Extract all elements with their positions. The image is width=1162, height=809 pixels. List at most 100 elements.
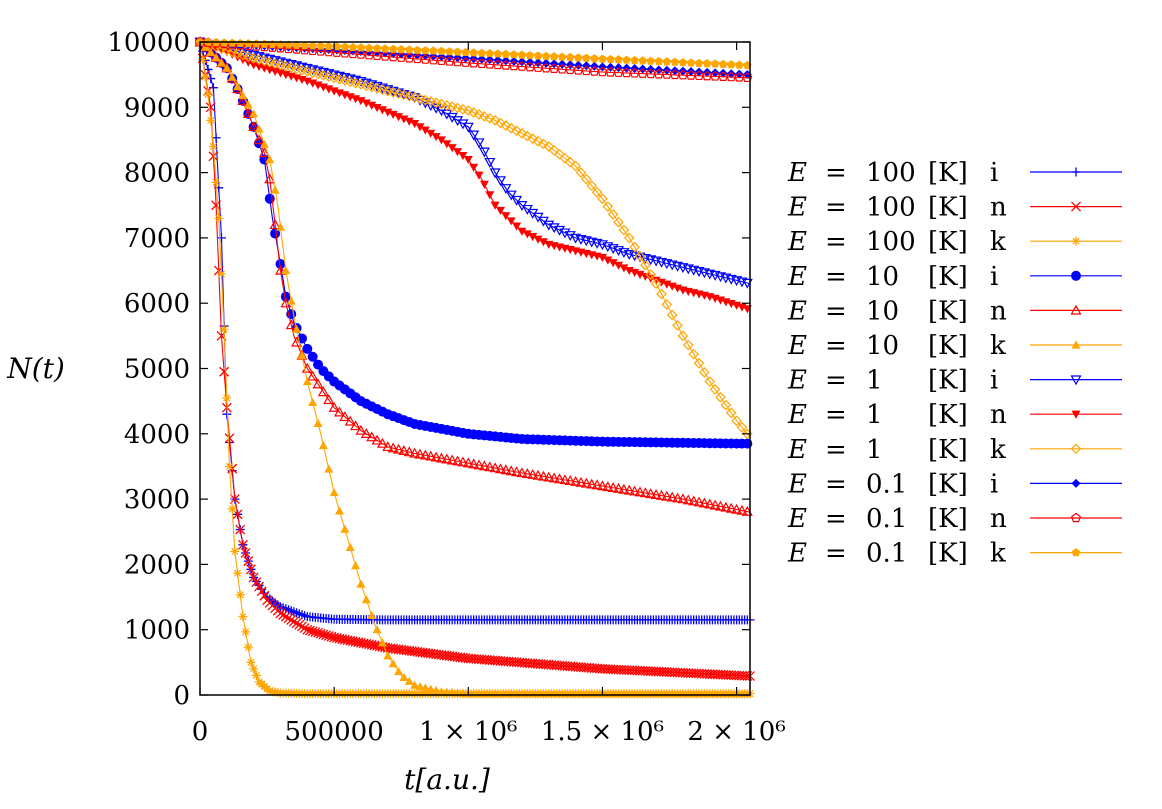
data-point	[233, 568, 243, 578]
data-point	[613, 67, 624, 77]
data-point	[394, 666, 404, 676]
data-point	[264, 173, 276, 184]
data-point	[208, 151, 219, 162]
data-point	[493, 49, 503, 58]
y-tick-label: 8000	[124, 159, 190, 189]
legend-marker	[1071, 512, 1081, 523]
data-point	[694, 70, 705, 81]
data-point	[308, 41, 317, 50]
data-point	[367, 101, 377, 110]
data-point	[388, 110, 398, 119]
data-point	[317, 386, 329, 397]
data-point	[323, 631, 334, 641]
data-point	[532, 135, 544, 147]
data-point	[415, 123, 425, 132]
data-point	[494, 176, 507, 187]
data-point	[670, 57, 680, 66]
data-point	[442, 140, 452, 149]
data-point	[505, 465, 517, 476]
legend-equals: =	[825, 331, 847, 361]
data-point	[355, 49, 366, 59]
data-point	[310, 627, 321, 638]
data-point	[505, 122, 517, 134]
data-point	[506, 217, 516, 226]
data-point	[243, 556, 254, 567]
data-point	[447, 144, 457, 153]
data-point	[259, 41, 270, 52]
data-point	[430, 451, 442, 462]
y-tick-label: 6000	[124, 289, 190, 319]
data-point	[219, 324, 229, 334]
data-point	[235, 590, 245, 600]
legend-equals: =	[825, 158, 847, 188]
data-point	[564, 156, 576, 168]
data-point	[248, 572, 259, 583]
data-point	[226, 46, 238, 58]
data-point	[425, 450, 437, 461]
series-1	[195, 37, 755, 625]
legend-value: 0.1	[866, 469, 907, 499]
data-point	[216, 269, 226, 279]
legend-marker	[1070, 443, 1082, 455]
data-point	[533, 62, 544, 72]
data-point	[275, 259, 286, 270]
legend-item: E = 1 [K] n	[787, 400, 1122, 430]
data-point	[435, 106, 447, 117]
data-point	[222, 393, 232, 403]
legend-value: 10	[866, 262, 899, 292]
data-point	[403, 446, 415, 457]
data-point	[521, 130, 533, 142]
legend-item: E = 10 [K] k	[787, 331, 1122, 361]
data-point	[511, 195, 523, 206]
data-point	[396, 52, 407, 62]
data-point	[654, 56, 664, 66]
legend-value: 10	[866, 296, 899, 326]
data-point	[435, 452, 447, 463]
data-point	[291, 618, 302, 629]
data-point	[656, 288, 667, 300]
data-point	[672, 320, 683, 331]
data-point	[208, 83, 218, 93]
data-point	[618, 224, 630, 236]
data-point	[501, 49, 511, 58]
data-point	[307, 351, 318, 362]
data-point	[428, 54, 439, 65]
data-point	[532, 469, 544, 480]
data-point	[302, 343, 313, 354]
data-point	[312, 378, 324, 389]
data-point	[214, 213, 224, 223]
data-point	[688, 495, 700, 506]
y-tick-label: 5000	[124, 355, 190, 385]
data-point	[335, 506, 345, 515]
data-point	[315, 628, 326, 639]
legend-tag: i	[990, 158, 998, 188]
data-point	[409, 447, 421, 458]
data-point	[710, 59, 720, 68]
data-point	[420, 683, 430, 692]
data-point	[463, 155, 473, 165]
data-point	[267, 42, 278, 52]
legend-symbol: E	[787, 400, 807, 430]
data-point	[345, 542, 355, 552]
data-point	[682, 339, 694, 351]
data-point	[388, 44, 398, 53]
data-point	[629, 68, 640, 78]
data-point	[709, 384, 721, 395]
data-point	[366, 431, 378, 442]
data-point	[688, 348, 700, 360]
data-point	[313, 627, 324, 638]
data-point	[582, 53, 591, 62]
data-point	[458, 152, 468, 161]
legend-equals: =	[825, 227, 847, 257]
data-point	[243, 642, 253, 652]
series-11	[195, 36, 753, 83]
data-point	[344, 415, 356, 426]
legend-item: E = 10 [K] i	[787, 262, 1122, 292]
data-point	[678, 58, 688, 67]
legend-unit: [K]	[928, 193, 968, 223]
legend-value: 0.1	[866, 539, 907, 569]
data-point	[602, 481, 614, 492]
data-point	[548, 472, 560, 483]
data-point	[527, 468, 539, 479]
data-point	[462, 105, 474, 116]
